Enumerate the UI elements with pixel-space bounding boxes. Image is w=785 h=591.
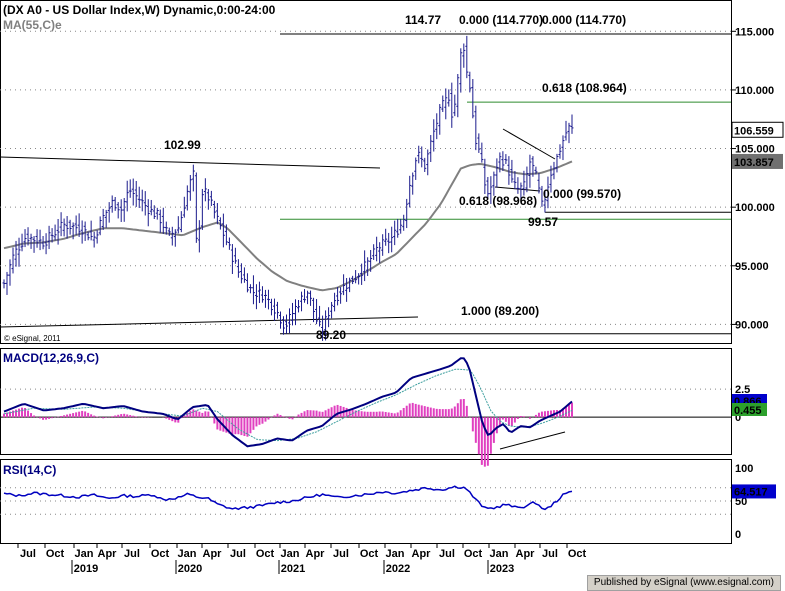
macd-trendline bbox=[499, 431, 566, 450]
month-label: Jan bbox=[490, 548, 509, 560]
macd-tick-label: 2.5 bbox=[735, 384, 750, 396]
price-pane-frame bbox=[0, 0, 732, 344]
macd-histogram bbox=[3, 399, 573, 467]
rsi-tick-label: 100 bbox=[735, 463, 753, 475]
year-label: 2021 bbox=[281, 563, 305, 575]
price-tick-label: 100.000 bbox=[735, 202, 775, 214]
month-label: Jul bbox=[542, 548, 558, 560]
month-label: Oct bbox=[568, 548, 587, 560]
published-text: Published by eSignal (www.esignal.com) bbox=[593, 577, 774, 588]
level-label: 114.77 bbox=[405, 13, 441, 27]
rsi-value: 64.517 bbox=[734, 486, 768, 498]
fib-label: 0.618 (98.968) bbox=[459, 194, 537, 208]
fib-label: 0.000 (114.770) bbox=[542, 13, 626, 27]
ma-legend: MA(55,C)e bbox=[3, 18, 62, 32]
month-label: Jan bbox=[178, 548, 197, 560]
signal-value: 0.455 bbox=[734, 405, 762, 417]
rsi-tick-label: 0 bbox=[735, 529, 741, 541]
month-label: Jul bbox=[20, 548, 36, 560]
rsi-line bbox=[3, 485, 573, 511]
last-price-value: 106.559 bbox=[734, 125, 774, 137]
month-label: Apr bbox=[412, 548, 432, 560]
fib-label: 0.000 (99.570) bbox=[543, 187, 621, 201]
month-label: Oct bbox=[360, 548, 379, 560]
rsi-value-box bbox=[732, 484, 776, 499]
moving-average bbox=[3, 160, 573, 292]
price-tick-label: 105.000 bbox=[735, 144, 775, 156]
month-label: Oct bbox=[151, 548, 170, 560]
time-axis: Jul Oct Jan Apr Jul Oct Jan Apr Jul Oct Jan Apr Jul O… bbox=[17, 543, 587, 575]
price-trendlines bbox=[0, 33, 731, 335]
macd-pane-frame bbox=[0, 348, 732, 455]
macd-line bbox=[3, 357, 573, 448]
price-tick-label: 115.000 bbox=[735, 26, 774, 38]
level-label: 89.20 bbox=[316, 328, 346, 342]
rsi-lines bbox=[3, 485, 573, 511]
ma-value-box bbox=[732, 153, 783, 169]
rsi-gridlines bbox=[0, 487, 731, 515]
rsi-tick-label: 50 bbox=[735, 496, 747, 508]
month-label: Apr bbox=[203, 548, 223, 560]
month-label: Oct bbox=[256, 548, 275, 560]
month-label: Jan bbox=[281, 548, 300, 560]
price-tick-label: 90.000 bbox=[735, 319, 769, 331]
month-label: Jul bbox=[230, 548, 246, 560]
ma-line bbox=[3, 160, 573, 292]
month-label: Jan bbox=[386, 548, 405, 560]
lower-trendline bbox=[0, 316, 419, 328]
price-bars bbox=[2, 35, 574, 341]
price-tick-label: 110.000 bbox=[735, 85, 774, 97]
month-label: Apr bbox=[306, 548, 326, 560]
year-label: 2019 bbox=[74, 563, 98, 575]
level-label: 99.57 bbox=[528, 215, 558, 229]
month-label: Jul bbox=[124, 548, 140, 560]
level-label: 102.99 bbox=[164, 138, 201, 152]
fib-label: 0.000 (114.770) bbox=[459, 13, 543, 27]
year-label: 2022 bbox=[386, 563, 410, 575]
year-label: 2020 bbox=[178, 563, 202, 575]
year-label: 2023 bbox=[490, 563, 514, 575]
month-label: Jul bbox=[333, 548, 349, 560]
macd-tick-label: 0 bbox=[735, 412, 741, 424]
fib-label: 1.000 (89.200) bbox=[461, 304, 539, 318]
price-y-axis: 115.000 110.000 105.000 100.000 95.000 90.000… bbox=[731, 26, 784, 331]
ma-value: 103.857 bbox=[734, 157, 774, 169]
month-label: Oct bbox=[464, 548, 483, 560]
month-label: Apr bbox=[98, 548, 118, 560]
upper-trendline bbox=[0, 156, 381, 169]
published-footer: Published by eSignal (www.esignal.com) bbox=[586, 575, 781, 591]
signal-value-box bbox=[732, 403, 767, 416]
price-gridlines bbox=[0, 30, 731, 325]
month-label: Jan bbox=[75, 548, 94, 560]
last-price-box bbox=[731, 121, 784, 138]
month-label: Oct bbox=[46, 548, 65, 560]
month-label: Jul bbox=[439, 548, 455, 560]
macd-lines bbox=[3, 357, 573, 450]
wedge-upper-line bbox=[502, 128, 556, 160]
month-label: Apr bbox=[516, 548, 536, 560]
macd-title: MACD(12,26,9,C) bbox=[3, 351, 99, 365]
copyright-text: © eSignal, 2011 bbox=[4, 334, 61, 343]
rsi-y-axis: 100 50 0 64.517 bbox=[732, 463, 776, 541]
rsi-title: RSI(14,C) bbox=[3, 463, 56, 477]
chart-title: (DX A0 - US Dollar Index,W) Dynamic,0:00… bbox=[3, 3, 276, 17]
fib-label: 0.618 (108.964) bbox=[542, 81, 627, 95]
price-tick-label: 95.000 bbox=[735, 261, 769, 273]
